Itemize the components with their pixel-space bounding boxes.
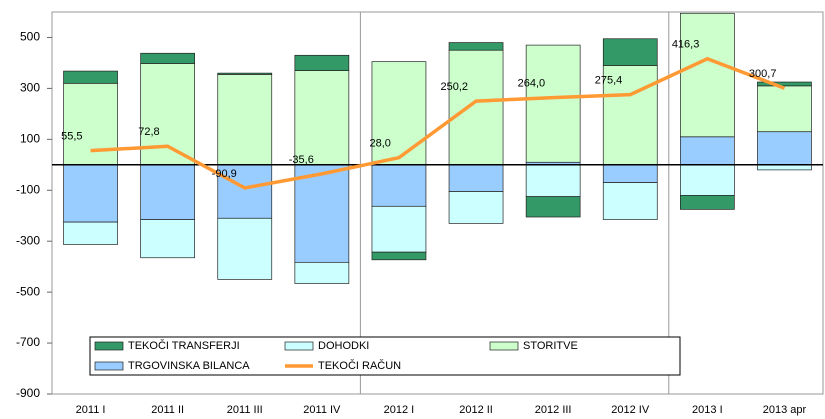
bar-segment	[217, 74, 273, 166]
legend-label: TRGOVINSKA BILANCA	[128, 360, 250, 372]
x-tick-label: 2013 I	[692, 404, 723, 416]
y-tick-label: -700	[16, 335, 40, 349]
bar-segment	[140, 52, 195, 64]
x-tick-label: 2012 III	[535, 404, 572, 416]
data-label: 416,3	[672, 39, 700, 51]
data-label: 264,0	[518, 77, 546, 89]
bar-segment	[448, 42, 504, 51]
legend-label: TEKOČI TRANSFERJI	[128, 339, 240, 352]
y-tick-label: -100	[16, 182, 40, 196]
bar-segment	[757, 131, 812, 166]
bar-segment	[602, 38, 658, 66]
bar-segment	[602, 182, 658, 220]
data-label: -90,9	[212, 168, 237, 180]
bar-segment	[525, 44, 581, 163]
bar-segment	[140, 63, 195, 166]
legend	[89, 336, 681, 376]
bar-segment	[448, 164, 504, 192]
y-tick-label: 500	[20, 30, 40, 44]
y-tick-label: 300	[20, 81, 40, 95]
bar-segment	[448, 191, 504, 224]
bar-segment	[679, 164, 735, 196]
data-label: 72,8	[138, 126, 159, 138]
x-tick-label: 2011 II	[151, 404, 184, 416]
bar-segment	[371, 205, 427, 253]
bar-segment	[294, 261, 350, 284]
bar-segment	[140, 219, 195, 259]
bar-segment	[525, 164, 581, 197]
bar-segment	[140, 164, 195, 220]
bar-segment	[757, 81, 812, 87]
bar-segment	[294, 164, 350, 263]
data-label: 250,2	[441, 81, 469, 93]
bar-segment	[217, 164, 273, 219]
bar-segment	[757, 85, 812, 133]
data-label: -35,6	[289, 154, 314, 166]
bar-segment	[63, 221, 118, 245]
x-tick-label: 2012 II	[459, 404, 493, 416]
data-label: 275,4	[595, 75, 623, 87]
x-tick-label: 2013 apr	[763, 404, 807, 416]
bar-segment	[217, 72, 273, 75]
legend-label: STORITVE	[523, 340, 578, 352]
legend-swatch	[284, 341, 314, 351]
bar-segment	[63, 82, 118, 166]
bar-segment	[217, 217, 273, 280]
x-tick-label: 2011 IV	[303, 404, 341, 416]
bar-segment	[63, 70, 118, 84]
bar-segment	[679, 195, 735, 210]
legend-label: TEKOČI RAČUN	[318, 359, 401, 372]
x-tick-label: 2011 I	[76, 404, 106, 416]
data-label: 300,7	[749, 68, 777, 80]
bar-segment	[63, 164, 118, 223]
x-tick-label: 2011 III	[227, 404, 263, 416]
legend-swatch	[94, 361, 124, 371]
legend-swatch	[489, 341, 519, 351]
bar-segment	[757, 164, 812, 171]
x-tick-label: 2012 I	[384, 404, 415, 416]
y-tick-label: -300	[16, 233, 40, 247]
bar-segment	[525, 196, 581, 218]
bar-segment	[294, 54, 350, 71]
bar-segment	[679, 12, 735, 138]
y-tick-label: -500	[16, 284, 40, 298]
data-label: 55,5	[61, 131, 82, 143]
bar-segment	[448, 49, 504, 166]
bar-segment	[602, 164, 658, 183]
y-tick-label: 100	[20, 132, 40, 146]
legend-label: DOHODKI	[318, 340, 369, 352]
legend-swatch	[94, 341, 124, 351]
bar-segment	[679, 136, 735, 166]
y-tick-label: -900	[16, 386, 40, 400]
bar-segment	[371, 164, 427, 207]
x-tick-label: 2012 IV	[611, 404, 650, 416]
bar-segment	[294, 70, 350, 166]
line	[90, 56, 786, 190]
bar-segment	[371, 251, 427, 261]
data-label: 28,0	[370, 138, 391, 150]
